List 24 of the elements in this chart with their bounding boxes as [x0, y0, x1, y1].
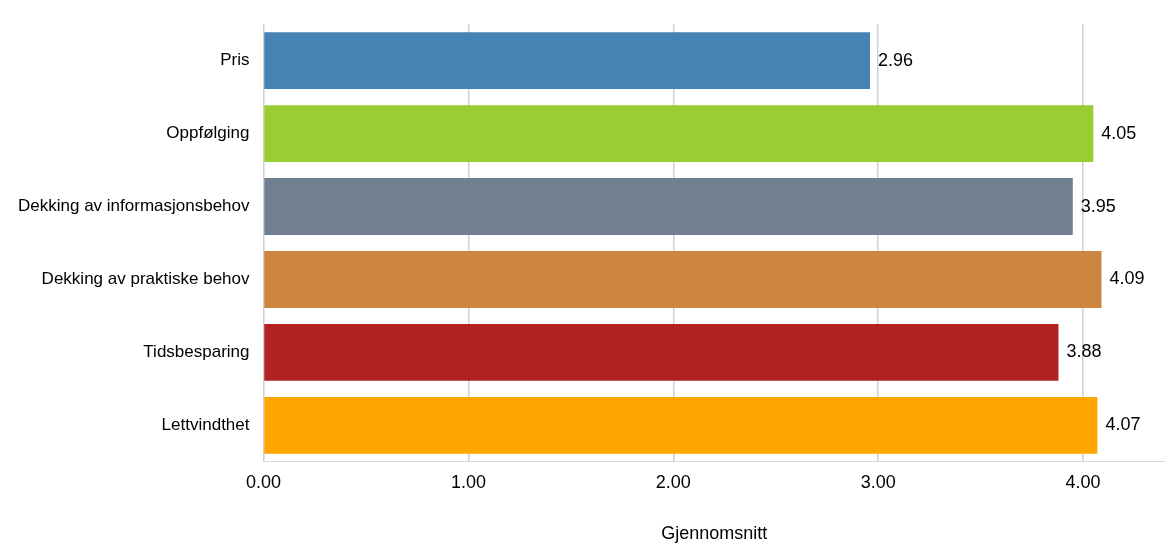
x-tick-label: 1.00: [450, 471, 486, 492]
y-tick-label: Tidsbesparing: [143, 342, 250, 362]
data-label: 4.05: [1101, 122, 1137, 143]
y-tick-label: Lettvindthet: [161, 415, 250, 435]
y-tick-label: Oppfølging: [166, 123, 250, 143]
x-tick-label: 2.00: [655, 471, 691, 492]
y-tick-label: Pris: [220, 50, 250, 70]
x-axis-title: Gjennomsnitt: [661, 523, 768, 544]
x-tick-label: 3.00: [860, 471, 896, 492]
y-tick-label: Dekking av praktiske behov: [41, 269, 250, 289]
data-label: 3.88: [1066, 341, 1102, 362]
data-label: 2.96: [877, 49, 914, 70]
data-label: 4.09: [1109, 268, 1145, 289]
bar: [264, 32, 870, 90]
x-tick-label: 0.00: [245, 471, 282, 492]
data-label: 4.07: [1105, 414, 1141, 435]
bar: [264, 323, 1059, 381]
bar: [264, 178, 1073, 235]
bar: [264, 396, 1098, 454]
data-label: 3.95: [1080, 195, 1116, 216]
bar: [264, 251, 1102, 308]
y-tick-label: Dekking av informasjonsbehov: [17, 196, 250, 216]
x-tick-label: 4.00: [1065, 471, 1101, 492]
bar: [264, 105, 1094, 163]
